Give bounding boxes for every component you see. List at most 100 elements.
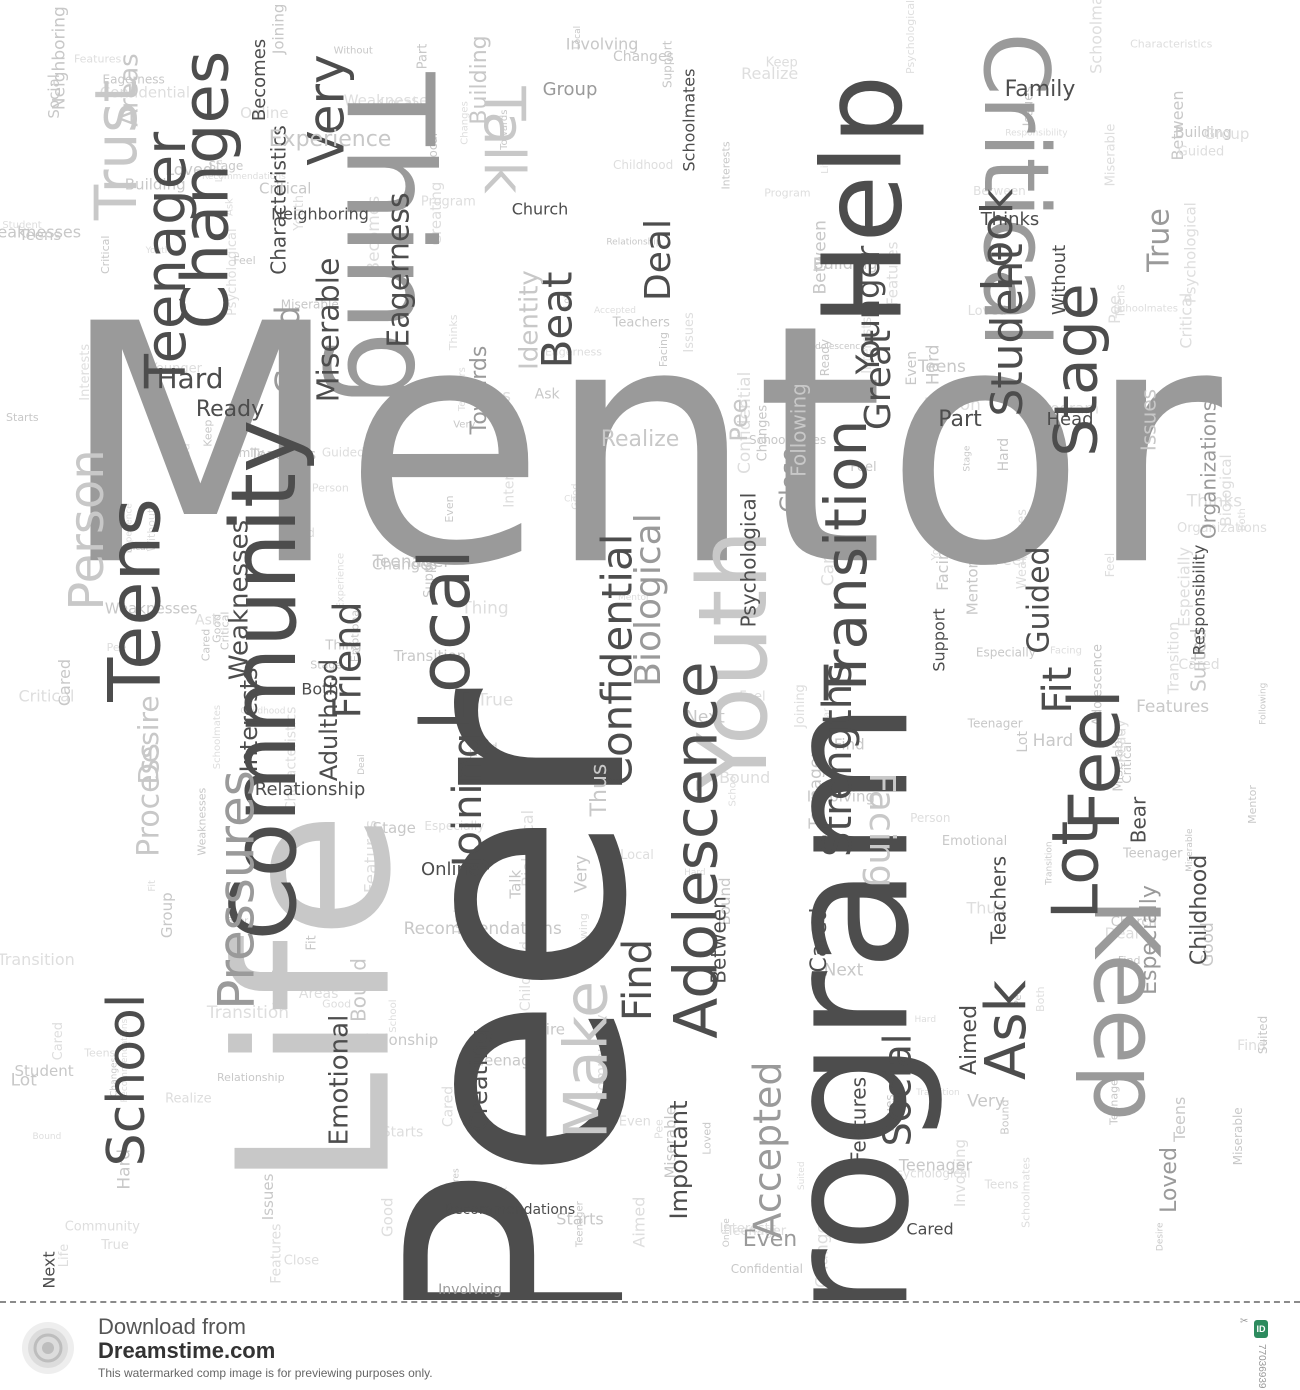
- cloud-word: Psychological: [1181, 202, 1199, 303]
- cloud-word: Desire: [1156, 1222, 1166, 1251]
- cloud-word: Good: [210, 614, 223, 643]
- cloud-word: Features: [362, 820, 382, 893]
- cloud-word: Involving: [951, 1139, 969, 1207]
- cloud-word: Lot: [562, 294, 572, 308]
- cloud-word: Neighboring: [271, 205, 369, 224]
- cloud-word: Building: [125, 176, 186, 194]
- cloud-word: Person: [59, 449, 115, 610]
- cloud-word: Interests: [501, 447, 517, 508]
- cloud-word: Youth: [679, 529, 789, 791]
- cloud-word: Characteristics: [1130, 37, 1213, 50]
- cloud-word: Strengths: [815, 663, 861, 857]
- cloud-word: Features: [884, 241, 902, 306]
- cloud-word: Facing: [1050, 646, 1082, 657]
- cloud-word: Mentor: [618, 593, 650, 603]
- cloud-word: Life: [193, 811, 438, 1189]
- cloud-word: Both: [1034, 986, 1047, 1012]
- cloud-word: Areas: [463, 386, 511, 406]
- download-label: Download from: [98, 1314, 246, 1339]
- cloud-word: Local: [573, 26, 583, 49]
- cloud-word: Person: [312, 482, 349, 495]
- cloud-word: Guided: [1178, 144, 1224, 159]
- site-name[interactable]: Dreamstime.com: [98, 1338, 276, 1363]
- cloud-word: Very: [967, 1092, 1005, 1112]
- watermark-note: This watermarked comp image is for previ…: [98, 1366, 433, 1380]
- cloud-word: Pee: [107, 641, 127, 654]
- cloud-word: Feel: [233, 254, 255, 267]
- cloud-word: Schoolmates: [1114, 304, 1178, 315]
- cloud-word: Stage: [373, 819, 416, 837]
- cloud-word: Group: [158, 892, 176, 938]
- cloud-word: Thinks: [447, 314, 460, 351]
- cloud-word: Teenager: [575, 1200, 586, 1248]
- cloud-word: Guided: [1022, 546, 1057, 653]
- cloud-word: Both: [1237, 508, 1248, 531]
- cloud-word: School: [388, 999, 399, 1032]
- cloud-word: Especially: [1174, 547, 1193, 627]
- cloud-word: Online: [722, 1218, 732, 1247]
- cloud-word: Ask: [535, 386, 561, 402]
- cloud-word: Creating: [427, 182, 445, 246]
- cloud-word: Hard: [684, 868, 706, 878]
- cloud-word: Relationship: [606, 238, 662, 248]
- cloud-word: Changes: [170, 51, 244, 329]
- cloud-word: Next: [40, 1251, 59, 1288]
- cloud-word: Thus: [965, 898, 1004, 917]
- cloud-word: Eagerness: [103, 73, 165, 87]
- cloud-word: Teenager: [134, 131, 199, 389]
- cloud-word: Teachers: [457, 367, 468, 412]
- cloud-word: Support: [930, 608, 949, 671]
- cloud-word: Critical: [259, 179, 311, 197]
- cloud-word: Emotional: [942, 834, 1007, 849]
- cloud-word: Next: [685, 707, 725, 727]
- cloud-word: Psychological: [904, 0, 917, 74]
- cloud-word: Teens: [18, 226, 62, 244]
- cloud-word: Bound: [998, 1100, 1011, 1135]
- watermark-footer: Download from Dreamstime.com This waterm…: [0, 1300, 1300, 1390]
- cloud-word: Hard: [1033, 731, 1074, 751]
- cloud-word: Interests: [235, 668, 263, 773]
- cloud-word: Part: [416, 44, 431, 70]
- cloud-word: Thinks: [980, 209, 1040, 230]
- cloud-word: Local: [620, 848, 654, 863]
- cloud-word: Hard: [114, 1149, 134, 1190]
- cloud-word: Bear: [227, 916, 248, 926]
- cloud-word: Psychological: [890, 1167, 971, 1181]
- cloud-word: Lot: [1015, 731, 1031, 753]
- cloud-word: Good: [570, 483, 581, 509]
- cloud-word: Teenager: [726, 1224, 787, 1239]
- cloud-word: Changes: [372, 555, 437, 573]
- cloud-word: Areas: [299, 986, 339, 1002]
- cloud-word: Cared: [51, 1022, 66, 1060]
- cloud-word: Miserable: [1103, 124, 1118, 187]
- cloud-word: Program: [421, 195, 476, 210]
- cloud-word: Keep: [1073, 899, 1178, 1121]
- cloud-word: Transition: [206, 1003, 289, 1023]
- cloud-word: Close: [284, 1253, 319, 1268]
- cloud-word: Changes: [755, 405, 770, 462]
- cloud-word: Hard: [473, 742, 497, 753]
- cloud-word: Especially: [1137, 885, 1162, 995]
- cloud-word: Areas: [115, 53, 145, 126]
- cloud-word: Weaknesses: [344, 92, 437, 110]
- cloud-word: Schoolmates: [1086, 0, 1105, 74]
- cloud-word: Deal: [1105, 924, 1139, 942]
- cloud-word: Social: [876, 1034, 920, 1147]
- cloud-word: Teens: [1170, 1097, 1189, 1143]
- cloud-word: Features: [451, 1168, 461, 1207]
- cloud-word: True: [476, 690, 513, 710]
- cloud-word: Building: [813, 254, 878, 273]
- cloud-word: Involving: [438, 1282, 502, 1298]
- word-cloud: Interests Critical Pee Relationship Teenager…: [0, 0, 1271, 1300]
- cloud-word: Recommendations: [120, 1018, 130, 1102]
- cloud-word: Online: [421, 859, 479, 880]
- cloud-word: Mentor: [466, 737, 480, 779]
- cloud-word: Even: [443, 495, 456, 522]
- cloud-word: Hard: [996, 438, 1012, 472]
- cloud-word: Childhood: [1187, 855, 1212, 965]
- cloud-word: Loved: [968, 304, 1007, 319]
- cloud-word: Good: [1198, 922, 1218, 967]
- cloud-word: Ask: [195, 613, 221, 629]
- cloud-word: Adolescence: [1091, 644, 1106, 726]
- cloud-word: Critical: [18, 686, 74, 705]
